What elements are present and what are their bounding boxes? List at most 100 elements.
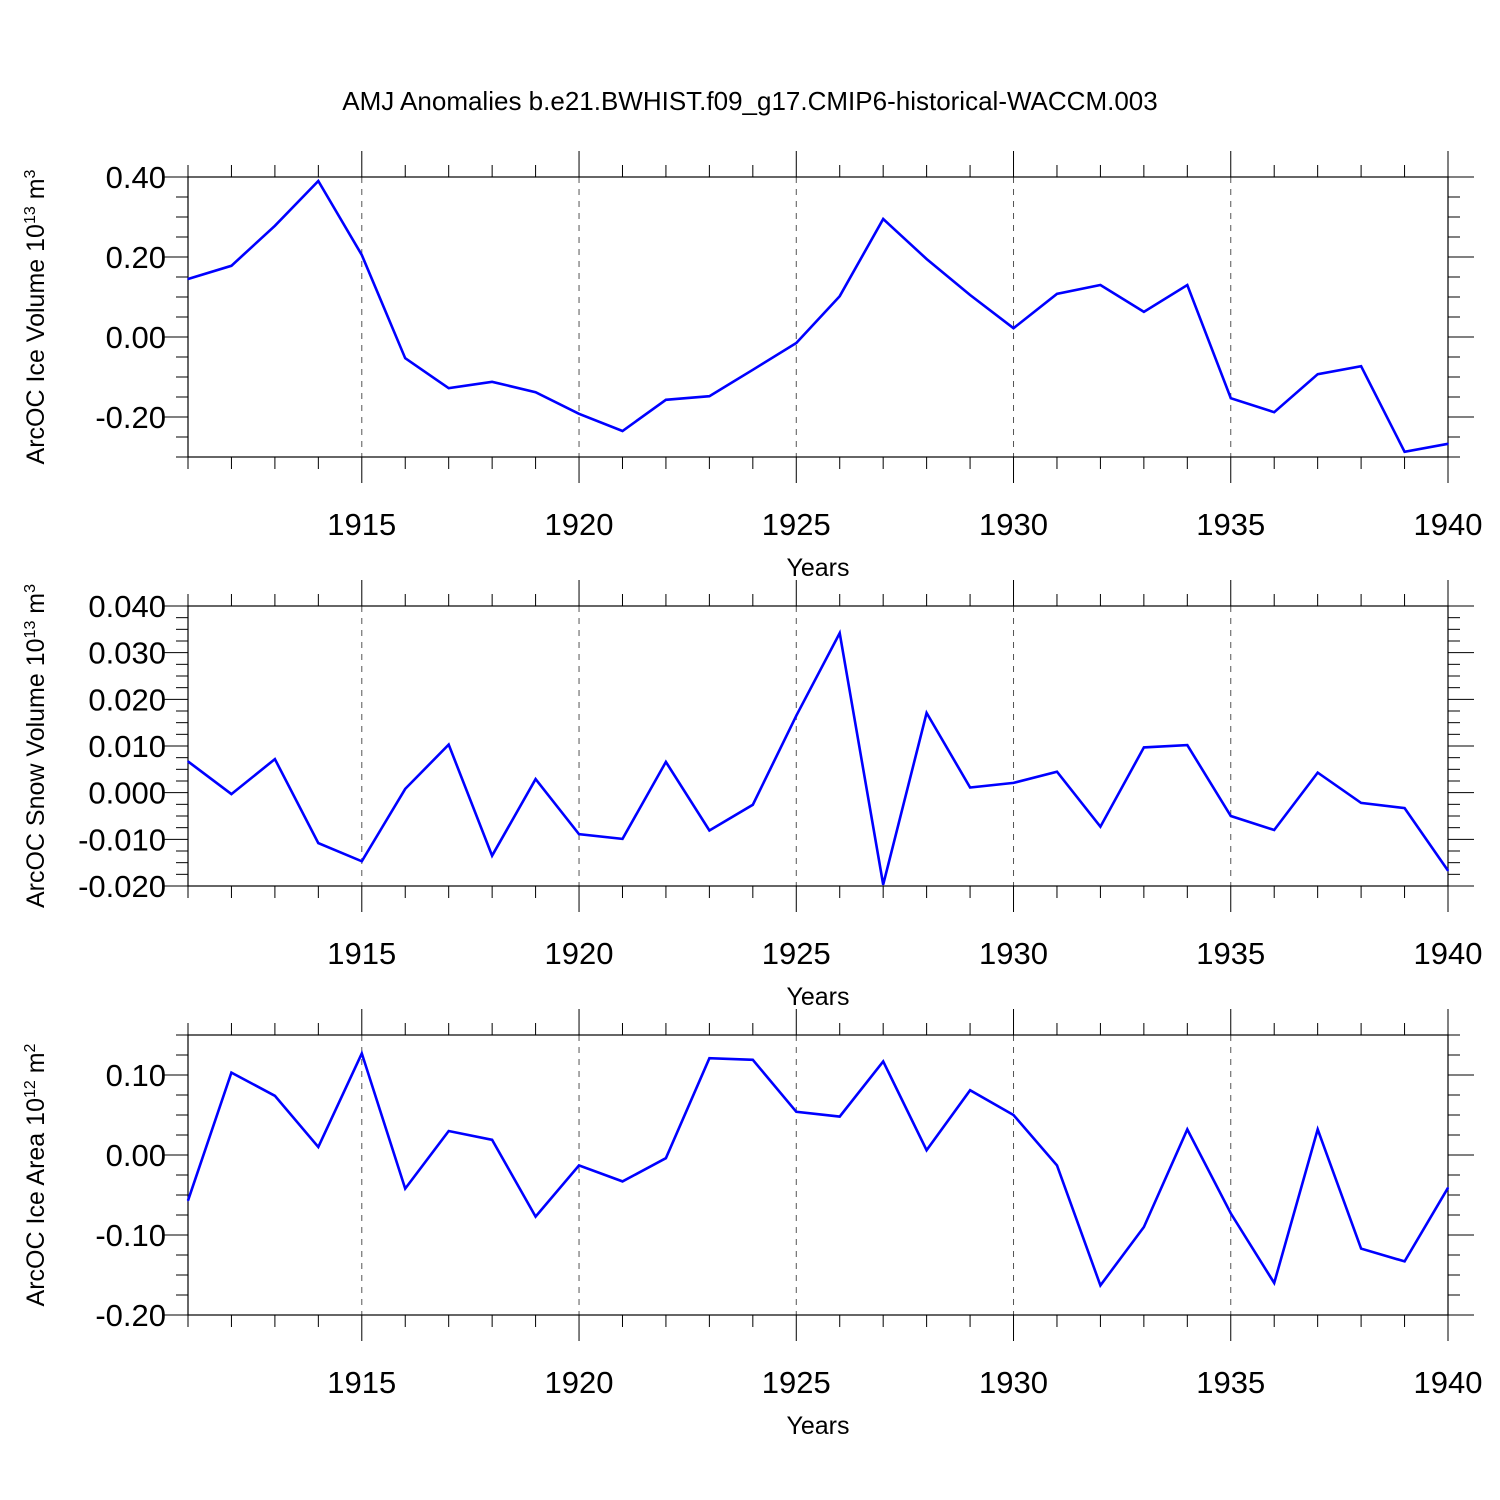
x-tick-label: 1930 — [979, 1365, 1048, 1400]
x-axis-title: Years — [786, 983, 849, 1011]
data-point — [187, 1199, 189, 1202]
data-point — [534, 1215, 537, 1218]
x-tick-label: 1935 — [1196, 507, 1265, 542]
data-point — [1186, 284, 1189, 286]
data-point — [1360, 802, 1362, 804]
data-point — [230, 265, 233, 267]
data-point — [1012, 1114, 1015, 1116]
data-point — [1273, 411, 1276, 414]
y-tick-label: 0.040 — [88, 589, 166, 624]
y-tick-label: 0.00 — [106, 320, 166, 355]
data-point — [925, 258, 928, 260]
y-tick-label: -0.020 — [78, 869, 166, 904]
data-point — [404, 788, 407, 790]
x-tick-label: 1940 — [1414, 936, 1483, 971]
data-point — [534, 391, 537, 394]
data-point — [621, 430, 624, 432]
data-point — [1229, 397, 1232, 400]
data-point — [1360, 365, 1362, 368]
panel-1: 0.40 0.20 0.00 -0.20 1915 1920 1925 1930 1935 194… — [22, 151, 1482, 582]
data-point — [317, 842, 320, 844]
data-point — [621, 838, 624, 840]
data-point — [1012, 327, 1015, 330]
data-point — [708, 1057, 711, 1059]
data-point — [1403, 1260, 1406, 1263]
data-point — [1099, 1284, 1102, 1287]
data-point — [274, 1095, 276, 1097]
y-tick-label: -0.010 — [78, 822, 166, 857]
data-point — [230, 1071, 233, 1074]
y-axis-title: ArcOC Snow Volume 1013 m3 — [22, 584, 50, 908]
data-point — [925, 712, 928, 714]
y-tick-label: 0.40 — [106, 160, 166, 195]
series-line — [186, 1049, 1450, 1289]
x-tick-label: 1920 — [545, 936, 614, 971]
data-point — [969, 1089, 971, 1091]
data-point — [274, 225, 276, 227]
data-point — [317, 180, 320, 182]
data-point — [360, 254, 363, 256]
data-point — [882, 1060, 884, 1063]
data-point — [1143, 311, 1145, 313]
panel-2: 0.040 0.030 0.020 0.010 0.000 -0.010 -0.020 191… — [22, 580, 1482, 1011]
data-point — [491, 381, 493, 383]
y-tick-label: -0.20 — [95, 1298, 166, 1333]
y-tick-label: -0.20 — [95, 400, 166, 435]
x-tick-label: 1920 — [545, 507, 614, 542]
data-point — [491, 854, 493, 857]
data-point — [1143, 1226, 1145, 1228]
data-point — [969, 294, 971, 296]
data-point — [882, 883, 884, 886]
series-line — [187, 629, 1450, 885]
data-point — [491, 1139, 493, 1141]
y-tick-label: 0.020 — [88, 682, 166, 717]
data-point — [578, 413, 580, 415]
data-point — [838, 295, 841, 298]
data-point — [838, 1115, 841, 1118]
x-tick-label: 1940 — [1414, 1365, 1483, 1400]
data-point — [882, 218, 884, 220]
data-point — [708, 829, 711, 832]
data-point — [1316, 373, 1319, 376]
data-point — [1229, 1212, 1232, 1215]
data-point — [404, 1187, 407, 1190]
data-point — [1447, 443, 1449, 445]
data-point — [1186, 1128, 1189, 1131]
data-point — [578, 833, 580, 835]
data-point — [447, 743, 450, 746]
data-point — [534, 778, 537, 780]
data-point — [1056, 293, 1058, 295]
y-tick-label: 0.030 — [88, 636, 166, 671]
data-point — [795, 342, 798, 344]
data-point — [1186, 744, 1189, 746]
x-tick-label: 1925 — [762, 1365, 831, 1400]
y-tick-label: -0.10 — [95, 1218, 166, 1253]
y-axis-title: ArcOC Ice Volume 1013 m3 — [22, 169, 50, 464]
data-point — [838, 632, 841, 634]
x-tick-label: 1920 — [545, 1365, 614, 1400]
data-point — [1229, 815, 1232, 817]
data-point — [1056, 770, 1058, 773]
data-point — [1447, 869, 1449, 872]
data-point — [1099, 284, 1102, 286]
data-point — [925, 1149, 928, 1151]
x-tick-label: 1925 — [762, 507, 831, 542]
data-point — [187, 278, 189, 280]
panel-3: 0.10 0.00 -0.10 -0.20 1915 1920 1925 1930 1935 19… — [22, 1009, 1482, 1440]
x-axis-title: Years — [786, 1412, 849, 1440]
data-point — [1447, 1187, 1449, 1189]
data-point — [1012, 782, 1015, 784]
data-point — [1056, 1164, 1058, 1167]
x-tick-label: 1935 — [1196, 1365, 1265, 1400]
data-point — [621, 1180, 624, 1183]
x-tick-label: 1915 — [327, 507, 396, 542]
x-tick-label: 1940 — [1414, 507, 1483, 542]
data-point — [1273, 829, 1276, 831]
data-point — [1273, 1282, 1276, 1284]
data-point — [752, 1059, 754, 1061]
data-point — [1316, 1128, 1319, 1131]
y-tick-label: 0.010 — [88, 729, 166, 764]
data-point — [1403, 807, 1406, 809]
data-point — [230, 793, 233, 795]
